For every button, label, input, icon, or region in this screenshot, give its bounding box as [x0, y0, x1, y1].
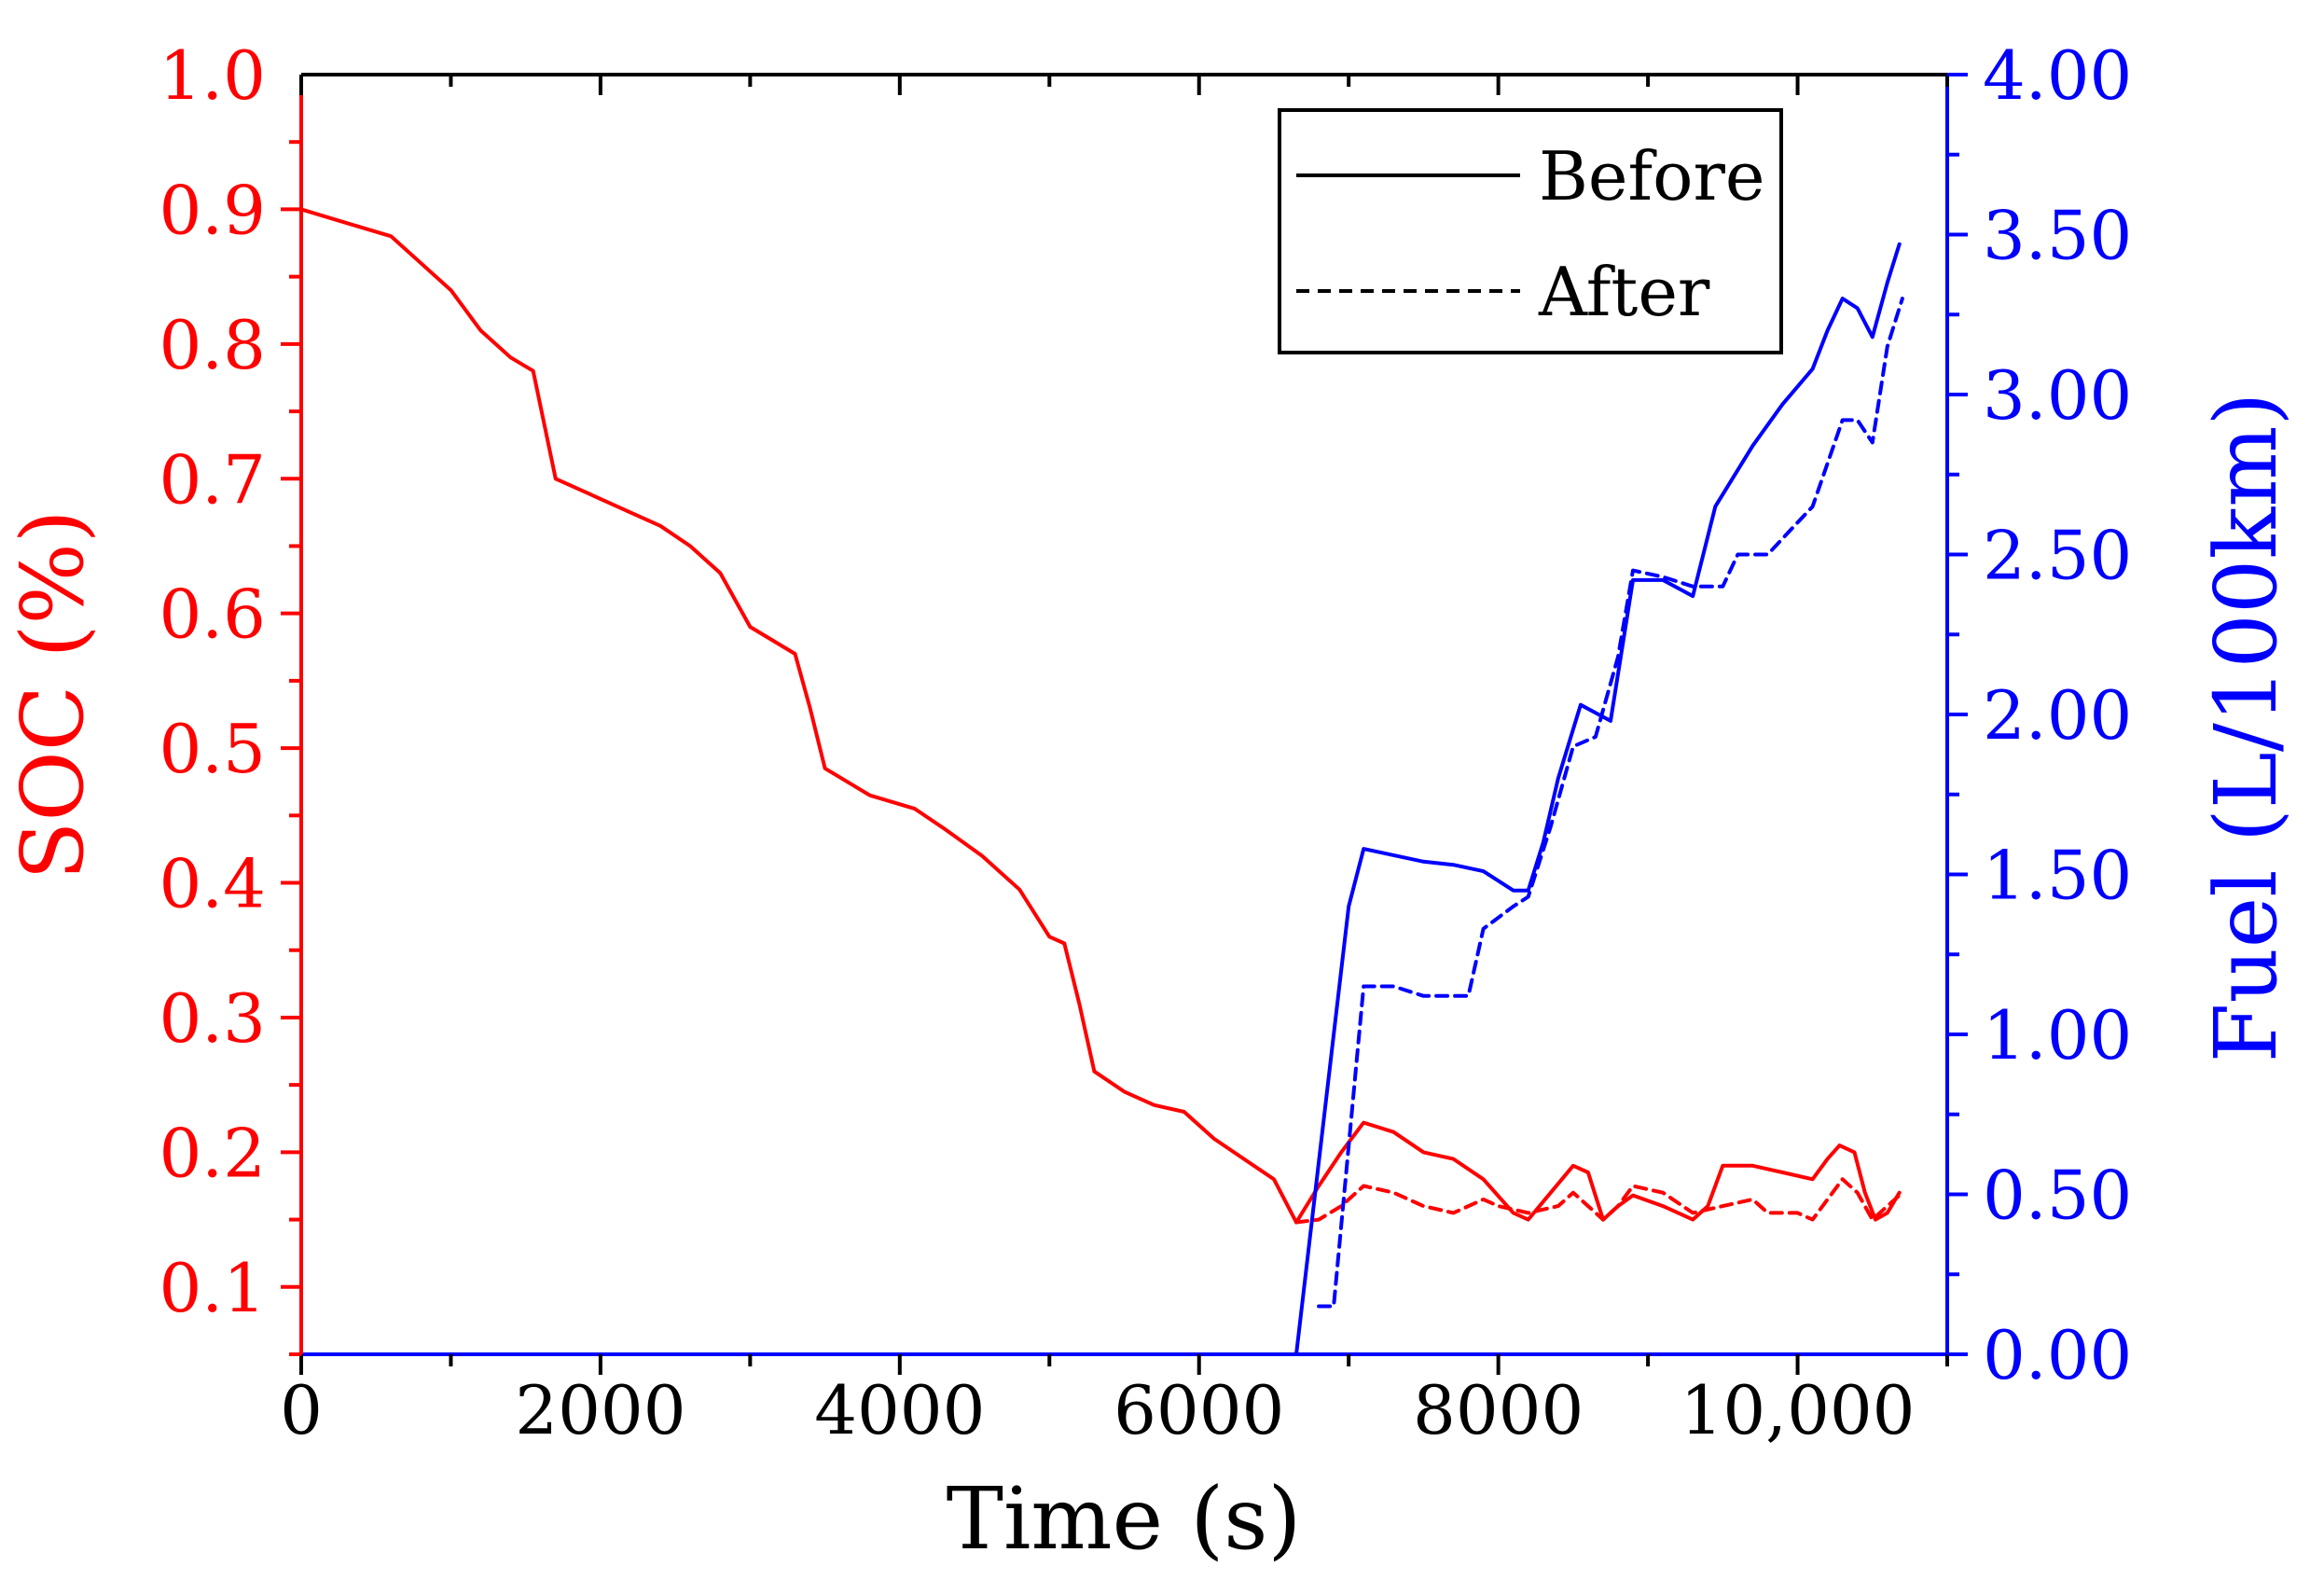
- x-axis-title: Time (s): [947, 1469, 1302, 1569]
- y-right-tick-label: 4.00: [1983, 36, 2132, 115]
- series-group: [299, 207, 1904, 1356]
- series-line-fuel-before: [1294, 242, 1902, 1356]
- y-left-axis-title: SOC (%): [3, 509, 103, 880]
- x-tick-label: 8000: [1413, 1371, 1584, 1449]
- x-tick-label: 10,000: [1681, 1371, 1916, 1449]
- x-tick-label: 2000: [515, 1371, 685, 1449]
- y-right-tick-label: 3.00: [1983, 356, 2132, 435]
- y-right-tick-label: 1.00: [1983, 996, 2132, 1074]
- series-line-soc-after: [1294, 1177, 1904, 1225]
- axes-group: 0 2000 4000 6000 8000 10,000 0.1 0.2 0.3 0.4 0.5 0.…: [159, 36, 2132, 1449]
- y-right-tick-label: 1.50: [1983, 837, 2132, 915]
- y-left-tick-label: 0.9: [159, 171, 266, 249]
- y-left-tick-label: 0.7: [159, 440, 266, 519]
- y-left-tick-label: 0.8: [159, 306, 266, 384]
- y-left-tick-label: 0.6: [159, 575, 266, 654]
- y-right-tick-label: 3.50: [1983, 197, 2132, 275]
- legend-label-before: Before: [1539, 137, 1765, 215]
- y-left-tick-label: 0.2: [159, 1114, 266, 1192]
- y-right-tick-label: 2.50: [1983, 517, 2132, 595]
- y-right-axis-title: Fuel (L/100km): [2196, 393, 2296, 1063]
- legend-box: [1278, 108, 1783, 354]
- y-right-tick-label: 2.00: [1983, 676, 2132, 755]
- y-left-tick-label: 0.5: [159, 710, 266, 788]
- y-right-tick-label: 0.50: [1983, 1157, 2132, 1235]
- y-left-tick-label: 1.0: [159, 36, 266, 115]
- series-line-fuel-after: [1317, 297, 1904, 1309]
- y-right-tick-label: 0.00: [1983, 1316, 2132, 1394]
- y-left-tick-label: 0.3: [159, 979, 266, 1058]
- y-left-tick-label: 0.1: [159, 1249, 266, 1327]
- x-tick-label: 6000: [1114, 1371, 1284, 1449]
- legend-label-after: After: [1538, 253, 1710, 331]
- series-line-soc-before: [299, 207, 1902, 1225]
- x-tick-label: 0: [280, 1371, 323, 1449]
- x-tick-label: 4000: [814, 1371, 985, 1449]
- legend: Before After: [1278, 108, 1783, 354]
- y-left-tick-label: 0.4: [159, 845, 266, 923]
